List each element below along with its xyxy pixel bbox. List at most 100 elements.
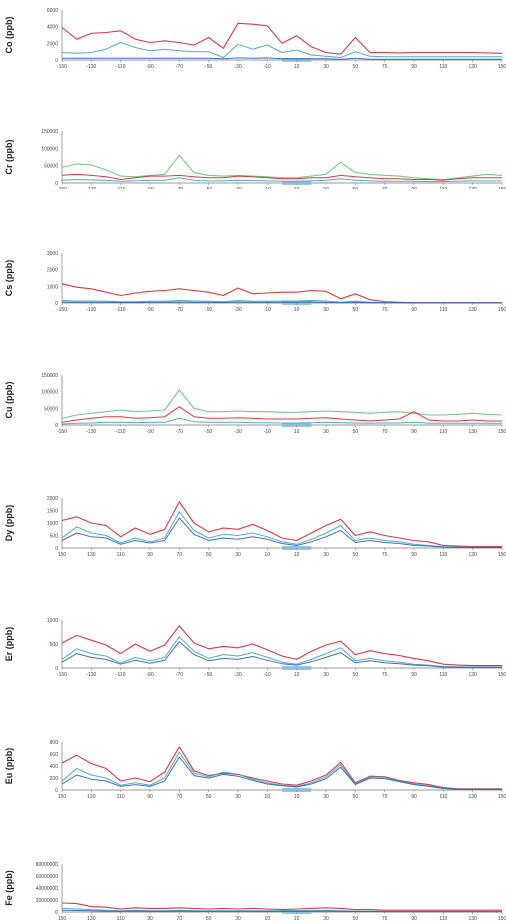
x-tick-label: 10 (265, 552, 271, 556)
x-tick-label: -110 (116, 672, 126, 678)
series-line (61, 751, 502, 790)
x-tick-label: 50 (353, 64, 359, 68)
x-tick-label: -150 (57, 307, 67, 311)
y-tick-label: 400 (50, 764, 59, 770)
x-tick-label: 30 (323, 187, 329, 189)
y-tick-label: 20000000 (36, 898, 58, 904)
x-tick-label: 50 (353, 187, 359, 189)
y-tick-label: 80000000 (36, 862, 58, 868)
series-line (61, 641, 502, 668)
x-tick-label: 50 (353, 672, 359, 678)
series-line (61, 517, 502, 548)
x-tick-label: 150 (58, 794, 67, 800)
x-tick-label: -10 (264, 307, 271, 311)
x-tick-label: 50 (206, 916, 212, 922)
x-tick-label: 110 (439, 552, 447, 556)
x-tick-label: 10 (294, 187, 300, 189)
x-tick-label: 130 (468, 187, 477, 189)
x-tick-label: -90 (146, 187, 153, 189)
x-tick-label: 70 (382, 64, 388, 68)
x-tick-label: 10 (294, 672, 300, 678)
y-tick-label: 40000000 (36, 886, 58, 892)
x-tick-label: 90 (411, 552, 417, 556)
y-tick-label: 1000 (47, 521, 58, 527)
x-tick-label: 90 (411, 187, 417, 189)
chart-panel: Cu (ppb) 150000 100000 50000 0-150 -130 -110 -9… (4, 373, 506, 433)
series-line (61, 625, 502, 667)
y-axis-title: Cu (ppb) (4, 382, 14, 419)
x-tick-label: 130 (468, 672, 477, 678)
x-tick-label: 70 (177, 552, 183, 556)
x-tick-label: -70 (176, 187, 183, 189)
x-tick-label: 30 (323, 64, 329, 68)
y-axis-title: Cs (ppb) (4, 260, 14, 297)
y-tick-label: 150000 (41, 129, 58, 135)
x-tick-label: 90 (147, 552, 153, 556)
x-tick-label: 110 (117, 552, 125, 556)
x-tick-label: -50 (205, 307, 212, 311)
x-tick-label: 150 (498, 794, 506, 800)
x-tick-label: 30 (323, 794, 329, 800)
y-tick-label: 0 (55, 546, 58, 552)
x-tick-label: 150 (498, 672, 506, 678)
x-tick-label: -90 (146, 429, 153, 433)
y-tick-label: 100000 (41, 390, 58, 396)
y-tick-label: 0 (55, 181, 58, 187)
y-tick-label: 60000000 (36, 874, 58, 880)
chart-panel: Cr (ppb) 150000 100000 50000 0-150 -130 -110 -9… (4, 129, 506, 189)
y-tick-label: 0 (55, 58, 58, 64)
chart-panel: Er (ppb) 1000 500 0-150 -130 -110 -90 -70 -50 -30… (4, 618, 506, 678)
x-tick-label: 30 (235, 552, 241, 556)
x-tick-label: 70 (177, 916, 183, 922)
chart-panel: Cs (ppb) 3000 2000 1000 0-150 -130 -110 -90 -70 -… (4, 251, 506, 311)
series-line (61, 909, 502, 913)
series-line (61, 177, 502, 183)
x-tick-label: 50 (206, 552, 212, 556)
x-tick-label: -150 (57, 64, 67, 68)
x-tick-label: 110 (117, 916, 125, 922)
x-tick-label: 130 (468, 794, 477, 800)
y-tick-label: 2000 (47, 268, 58, 274)
x-tick-label: -110 (116, 307, 126, 311)
series-line (61, 501, 502, 548)
x-tick-label: -30 (234, 64, 241, 68)
x-tick-label: 10 (294, 552, 300, 556)
y-axis-title: Eu (ppb) (4, 748, 14, 785)
y-tick-label: 800 (50, 740, 59, 746)
y-tick-label: 3000 (47, 251, 58, 257)
x-tick-label: 150 (498, 64, 506, 68)
y-tick-label: 0 (55, 301, 58, 307)
y-tick-label: 500 (50, 534, 59, 540)
series-line (61, 301, 502, 304)
x-tick-label: 90 (411, 429, 417, 433)
x-tick-label: -10 (264, 187, 271, 189)
x-tick-label: 10 (265, 794, 271, 800)
x-tick-label: -10 (264, 429, 271, 433)
series-line (61, 406, 502, 423)
x-tick-label: 130 (87, 552, 96, 556)
x-tick-label: 130 (468, 916, 477, 922)
series-line (61, 756, 502, 790)
series-line (61, 154, 503, 181)
x-tick-label: 30 (235, 794, 241, 800)
y-tick-label: 0 (55, 666, 58, 672)
x-tick-label: 90 (411, 307, 417, 311)
x-tick-label: 130 (468, 552, 477, 556)
x-tick-label: -50 (205, 672, 212, 678)
x-tick-label: 70 (382, 794, 388, 800)
x-tick-label: -130 (86, 307, 96, 311)
x-tick-label: 30 (323, 429, 329, 433)
series-line (61, 173, 502, 181)
x-tick-label: 90 (147, 916, 153, 922)
x-tick-label: 30 (323, 672, 329, 678)
x-tick-label: 90 (411, 64, 417, 68)
x-tick-label: -30 (234, 187, 241, 189)
x-tick-label: 10 (294, 794, 300, 800)
y-axis-title: Co (ppb) (4, 17, 14, 54)
x-tick-label: 110 (439, 672, 447, 678)
y-tick-label: 1000 (47, 284, 58, 290)
x-tick-label: -30 (234, 307, 241, 311)
x-tick-label: 70 (382, 916, 388, 922)
